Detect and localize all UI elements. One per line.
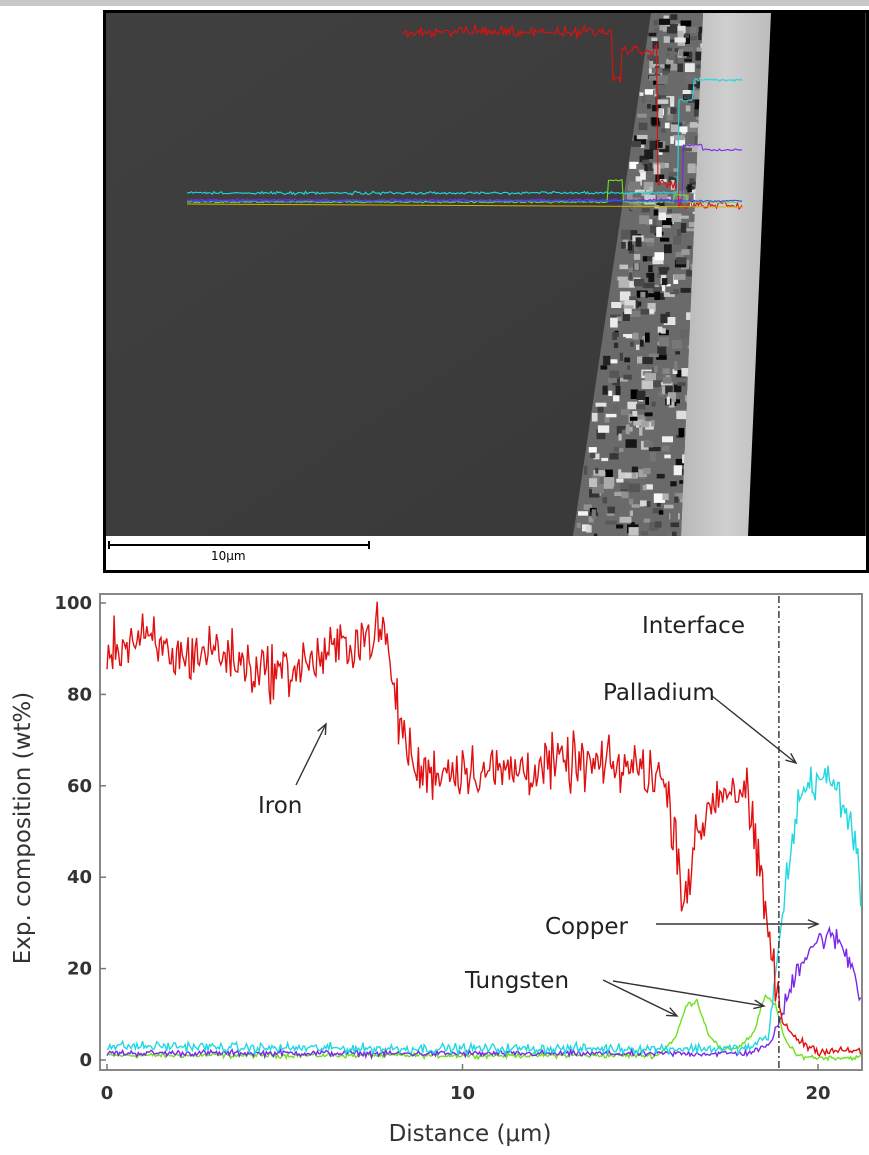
- scale-bar-strip: [106, 536, 866, 570]
- x-axis-label: Distance (μm): [389, 1121, 552, 1147]
- y-axis-label: Exp. composition (wt%): [10, 692, 36, 965]
- sem-linescan-overlay: [186, 24, 744, 211]
- interlayer-speckle: [576, 14, 712, 542]
- y-tick-label: 80: [67, 684, 92, 705]
- copper-arrow: [656, 919, 820, 929]
- annotation-interface: Interface: [642, 613, 745, 639]
- series-iron: [106, 601, 862, 1057]
- plot-frame: [99, 593, 863, 1071]
- sem-micrograph: 10μm: [103, 10, 869, 573]
- y-tick-label: 60: [67, 776, 92, 797]
- annotation-arrows: [295, 695, 820, 1017]
- tungsten-arrow-right: [612, 980, 766, 1010]
- axis-ticks: 0 20 40 60 80 100 0 10 20: [54, 593, 830, 1104]
- annotation-palladium: Palladium: [603, 680, 715, 706]
- y-tick-label: 40: [67, 867, 92, 888]
- annotation-tungsten: Tungsten: [464, 968, 569, 994]
- linescan-chart: 0 20 40 60 80 100 0 10 20 Interface Palladium Ir…: [0, 588, 869, 1151]
- palladium-layer: [681, 13, 771, 536]
- chart-series: [106, 601, 862, 1062]
- top-divider-bar: [0, 0, 869, 6]
- x-tick-label: 0: [101, 1083, 114, 1104]
- palladium-arrow: [711, 695, 798, 765]
- x-tick-label: 20: [805, 1083, 830, 1104]
- y-tick-label: 0: [79, 1050, 92, 1071]
- annotation-copper: Copper: [545, 914, 628, 940]
- iron-arrow: [295, 722, 327, 786]
- tungsten-arrow-left: [602, 979, 679, 1017]
- y-tick-label: 20: [67, 959, 92, 980]
- series-palladium: [106, 765, 862, 1057]
- annotation-iron: Iron: [258, 793, 302, 819]
- series-copper: [106, 925, 862, 1060]
- x-tick-label: 10: [450, 1083, 475, 1104]
- scale-bar-label: 10μm: [211, 549, 246, 563]
- y-tick-label: 100: [54, 593, 92, 614]
